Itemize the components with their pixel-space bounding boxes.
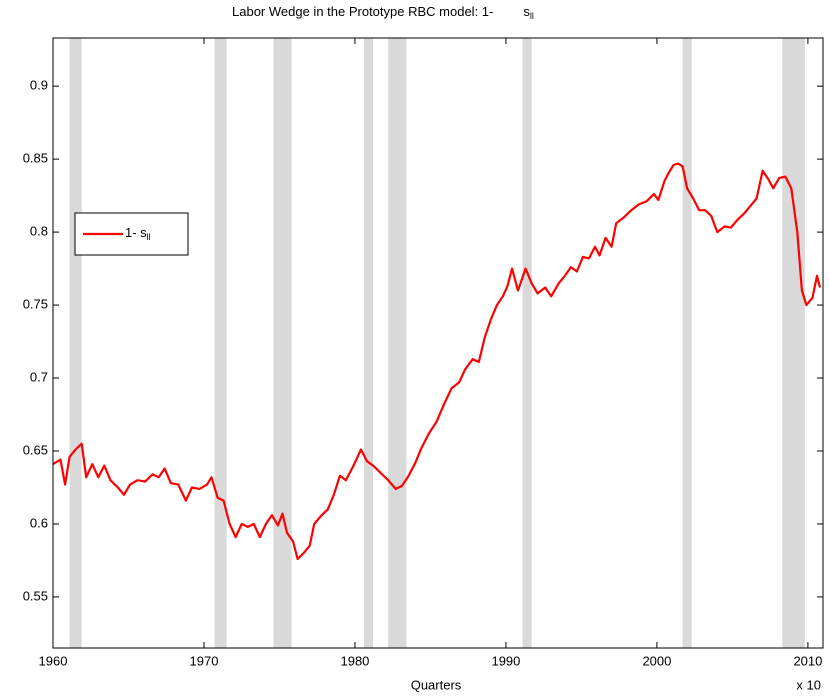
y-tick-label: 0.9 xyxy=(30,78,48,93)
x-tick-label: 2010 xyxy=(793,653,822,668)
recession-band xyxy=(364,38,374,648)
recession-band xyxy=(214,38,227,648)
chart-title: Labor Wedge in the Prototype RBC model: … xyxy=(232,4,534,21)
y-tick-label: 0.75 xyxy=(23,296,48,311)
y-tick-label: 0.85 xyxy=(23,151,48,166)
title-symbol: s xyxy=(523,4,530,19)
recession-band xyxy=(69,38,82,648)
recession-band xyxy=(682,38,692,648)
title-text: Labor Wedge in the Prototype RBC model: … xyxy=(232,4,493,19)
legend-subscript: ll xyxy=(147,232,151,242)
y-tick-label: 0.55 xyxy=(23,588,48,603)
axes-box xyxy=(52,37,824,649)
legend-label: 1- sll xyxy=(125,225,151,242)
x-tick-label: 1960 xyxy=(39,653,68,668)
x-tick-label: 1970 xyxy=(190,653,219,668)
x-tick-label: 1980 xyxy=(340,653,369,668)
y-tick-label: 0.6 xyxy=(30,515,48,530)
title-subscript: ll xyxy=(530,11,534,21)
recession-band xyxy=(273,38,292,648)
x-tick-label: 2000 xyxy=(642,653,671,668)
y-tick-label: 0.8 xyxy=(30,224,48,239)
y-tick-label: 0.7 xyxy=(30,369,48,384)
recession-band xyxy=(522,38,532,648)
recession-band xyxy=(782,38,805,648)
x-tick-label: 1990 xyxy=(491,653,520,668)
data-line xyxy=(52,162,822,561)
x-axis-label: Quarters xyxy=(411,677,462,692)
legend-name: 1- s xyxy=(125,225,147,240)
x-exponent: x 10 xyxy=(796,677,821,692)
recession-band xyxy=(388,38,407,648)
y-tick-label: 0.65 xyxy=(23,442,48,457)
